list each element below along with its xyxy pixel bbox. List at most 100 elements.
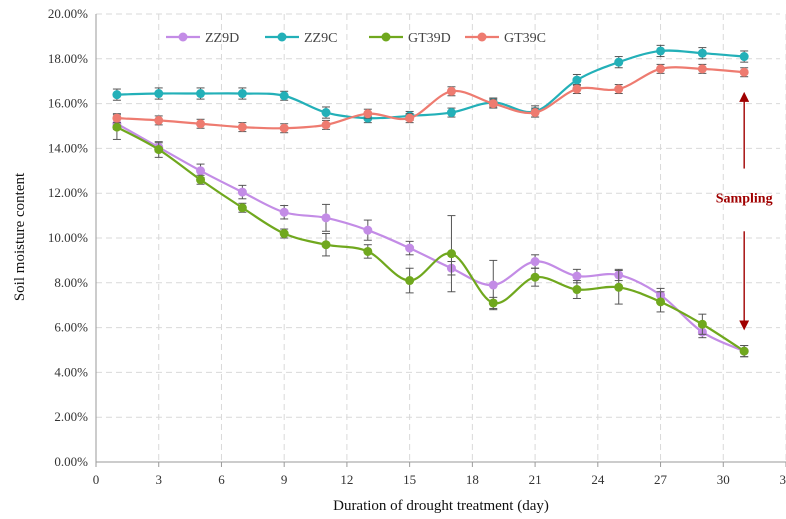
series-line [116, 66, 745, 130]
sampling-label: Sampling [716, 192, 773, 207]
data-point [572, 271, 582, 281]
data-point [530, 108, 540, 118]
data-point [112, 122, 122, 132]
legend-label: ZZ9C [304, 31, 337, 46]
data-point [572, 75, 582, 85]
x-tick-label: 27 [654, 472, 668, 487]
legend-marker [277, 32, 287, 42]
y-tick-label: 12.00% [48, 185, 88, 200]
x-tick-label: 21 [529, 472, 542, 487]
data-point [154, 145, 164, 155]
x-tick-label: 3 [155, 472, 162, 487]
legend-item-gt39c: GT39C [465, 31, 546, 46]
axes: 0.00% 2.00% 4.00% 6.00% 8.00% 10.00% 12.00% 14.… [48, 6, 786, 487]
x-tick-label: 30 [717, 472, 730, 487]
data-point [321, 213, 331, 223]
data-point [112, 90, 122, 100]
data-point [321, 108, 331, 118]
legend-item-gt39d: GT39D [369, 31, 451, 46]
data-point [237, 187, 247, 197]
data-point [237, 122, 247, 132]
data-point [321, 120, 331, 130]
x-tick-label: 33 [780, 472, 786, 487]
y-tick-label: 6.00% [54, 320, 88, 335]
data-point [196, 119, 206, 129]
x-tick-label: 18 [466, 472, 479, 487]
legend-marker [381, 32, 391, 42]
x-tick-label: 9 [281, 472, 288, 487]
data-point [697, 64, 707, 74]
y-tick-label: 10.00% [48, 230, 88, 245]
data-point [614, 57, 624, 67]
legend-label: GT39C [504, 31, 546, 46]
sampling-annotation: Sampling [716, 91, 773, 331]
y-tick-label: 18.00% [48, 51, 88, 66]
series-line [116, 49, 745, 120]
data-point [363, 246, 373, 256]
data-point [697, 48, 707, 58]
data-point [405, 243, 415, 253]
legend-marker [178, 32, 188, 42]
gridlines [96, 13, 786, 462]
x-tick-label: 15 [403, 472, 416, 487]
data-point [697, 319, 707, 329]
data-point [321, 240, 331, 250]
data-point [363, 109, 373, 119]
data-point [656, 46, 666, 56]
data-point [572, 84, 582, 94]
data-point [237, 203, 247, 213]
legend-label: GT39D [408, 31, 451, 46]
data-point [739, 67, 749, 77]
legend-label: ZZ9D [205, 31, 239, 46]
data-point [656, 297, 666, 307]
y-tick-label: 0.00% [54, 454, 88, 469]
data-point [279, 123, 289, 133]
data-point [530, 257, 540, 267]
series-gt39c [112, 63, 749, 134]
data-point [446, 86, 456, 96]
legend-item-zz9c: ZZ9C [265, 31, 337, 46]
y-axis-title: Soil moisture content [12, 172, 28, 301]
x-axis-title: Duration of drought treatment (day) [333, 498, 549, 514]
series-layer [112, 44, 749, 358]
data-point [614, 84, 624, 94]
series-zz9c [112, 44, 749, 124]
data-point [488, 298, 498, 308]
x-tick-label: 24 [591, 472, 605, 487]
legend: ZZ9D ZZ9C GT39D GT39C [166, 31, 546, 46]
y-tick-label: 16.00% [48, 96, 88, 111]
data-point [405, 276, 415, 286]
y-tick-label: 8.00% [54, 275, 88, 290]
data-point [279, 229, 289, 239]
data-point [739, 346, 749, 356]
data-point [279, 91, 289, 101]
data-point [154, 89, 164, 99]
data-point [112, 113, 122, 123]
data-point [363, 225, 373, 235]
data-point [196, 166, 206, 176]
data-point [196, 175, 206, 185]
data-point [656, 64, 666, 74]
data-point [446, 108, 456, 118]
data-point [405, 113, 415, 123]
data-point [614, 282, 624, 292]
data-point [279, 207, 289, 217]
data-point [572, 285, 582, 295]
data-point [488, 280, 498, 290]
legend-marker [477, 32, 487, 42]
data-point [446, 249, 456, 259]
series-gt39d [112, 114, 749, 358]
data-point [530, 272, 540, 282]
y-tick-label: 2.00% [54, 409, 88, 424]
y-tick-label: 4.00% [54, 364, 88, 379]
x-tick-label: 6 [218, 472, 225, 487]
series-line [116, 122, 745, 353]
series-line [116, 126, 745, 353]
x-tick-label: 0 [93, 472, 100, 487]
x-tick-label: 12 [340, 472, 353, 487]
series-zz9d [112, 117, 749, 358]
data-point [237, 89, 247, 99]
data-point [154, 115, 164, 125]
data-point [196, 89, 206, 99]
